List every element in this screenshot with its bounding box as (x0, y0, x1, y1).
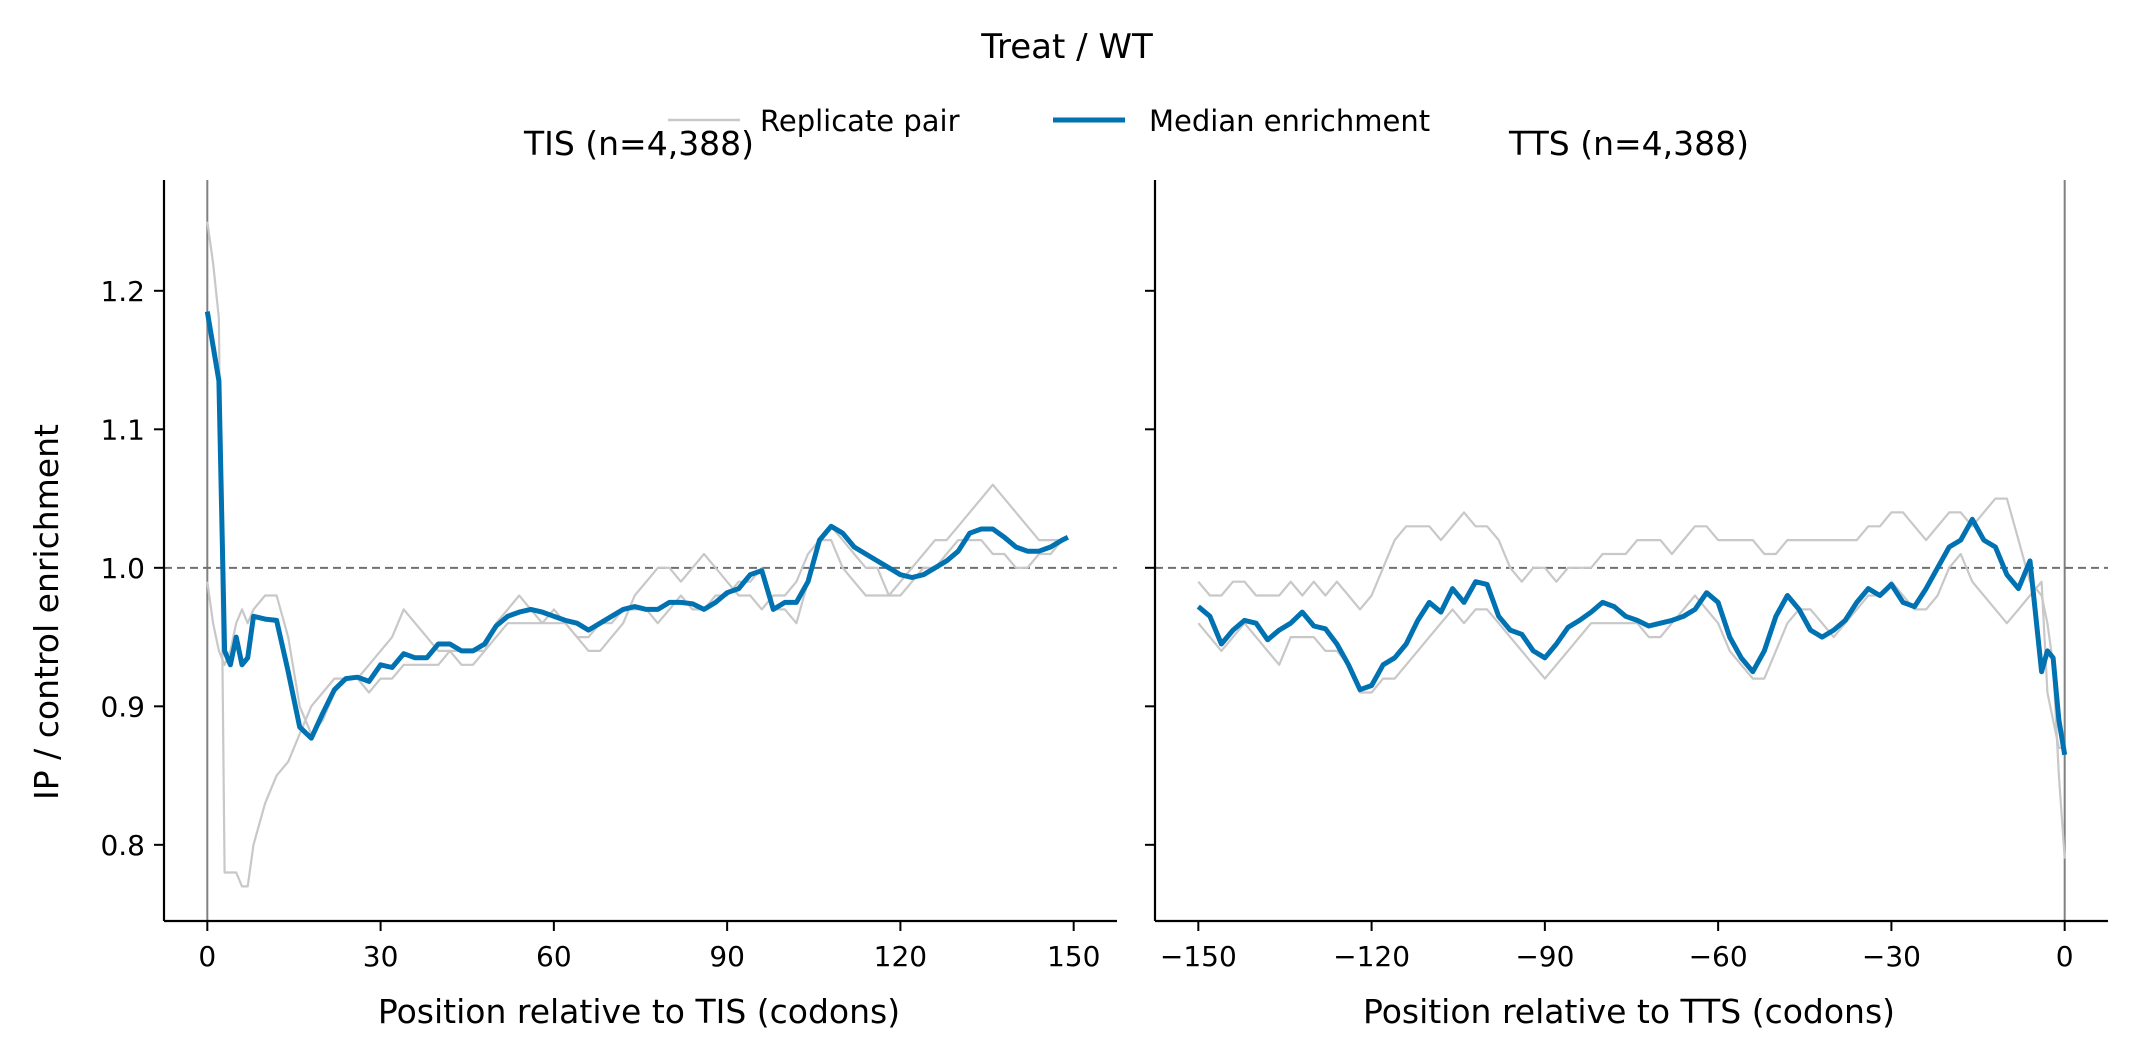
x-tick-label: 0 (2056, 940, 2074, 973)
panel-tts-xlabel: Position relative to TTS (codons) (1363, 992, 1895, 1031)
series-line-median-enrichment (1196, 516, 2068, 756)
y-axis-label: IP / control enrichment (27, 424, 66, 800)
figure-suptitle: Treat / WT (980, 27, 1153, 67)
y-tick-label: 1.2 (100, 275, 145, 308)
panel-tts: −150 −120 −90 −60 −30 0 TTS (n=4,388) Positio… (1145, 124, 2108, 1031)
y-tick-label: 1.0 (100, 552, 145, 585)
panel-tis: 0 30 60 90 120 150 0.8 0.9 1.0 1.1 1.2 TIS (n=4,38… (27, 124, 1117, 1031)
x-tick-label: −120 (1333, 940, 1410, 973)
x-tick-label: −60 (1689, 940, 1748, 973)
x-tick-label: −90 (1515, 940, 1574, 973)
y-tick-label: 0.9 (100, 690, 145, 723)
x-tick-label: 90 (709, 940, 745, 973)
legend-label-replicate-pair: Replicate pair (760, 104, 960, 138)
y-tick-label: 1.1 (100, 413, 145, 446)
x-tick-label: 0 (198, 940, 216, 973)
y-tick-label: 0.8 (100, 829, 145, 862)
x-tick-label: 60 (536, 940, 572, 973)
x-tick-label: 30 (363, 940, 399, 973)
panel-tis-title: TIS (n=4,388) (523, 124, 754, 163)
x-tick-label: −150 (1160, 940, 1237, 973)
panel-tts-title: TTS (n=4,388) (1508, 124, 1749, 163)
series-line-replicate-pair-1 (206, 221, 1063, 888)
series-line-median-enrichment (204, 311, 1069, 741)
panel-tis-xlabel: Position relative to TIS (codons) (378, 992, 900, 1031)
series-line-replicate-pair-1 (1197, 497, 2066, 859)
x-tick-label: 150 (1047, 940, 1100, 973)
x-tick-label: −30 (1862, 940, 1921, 973)
legend-label-median-enrichment: Median enrichment (1149, 104, 1430, 138)
x-tick-label: 120 (874, 940, 927, 973)
legend: Replicate pair Median enrichment (668, 104, 1430, 138)
